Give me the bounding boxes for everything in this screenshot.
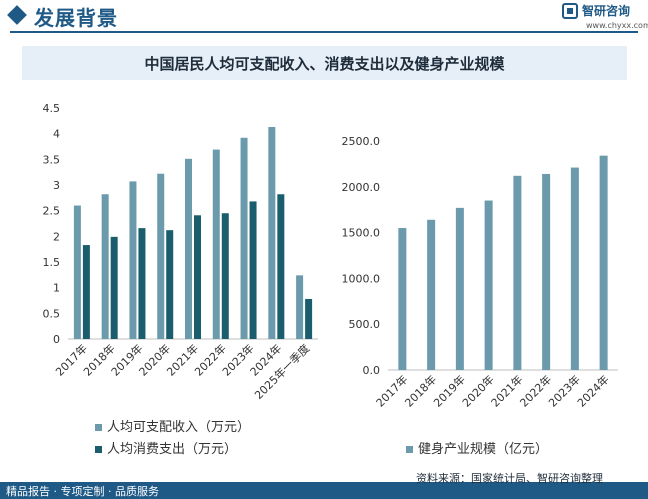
bar-健身产业规模亿元-2021年 — [513, 175, 522, 370]
y-tick-label: 0.0 — [363, 364, 381, 377]
bar-人均可支配收入万元-2021年 — [185, 158, 192, 339]
bar-人均消费支出万元-2022年 — [221, 213, 229, 339]
y-tick-label: 4 — [53, 128, 60, 141]
bar-健身产业规模亿元-2022年 — [542, 173, 551, 370]
bar-人均消费支出万元-2017年 — [82, 245, 90, 339]
y-tick-label: 1000.0 — [342, 272, 381, 285]
bar-人均可支配收入万元-2023年 — [240, 137, 248, 339]
section-title: 发展背景 — [34, 6, 118, 30]
y-tick-label: 0.5 — [43, 307, 61, 320]
y-tick-label: 1 — [53, 282, 60, 295]
legend-swatch — [406, 446, 413, 453]
legend-label: 人均消费支出（万元） — [107, 442, 237, 457]
bar-人均可支配收入万元-2020年 — [157, 173, 165, 339]
header: 发展背景 智研咨询 www.chyxx.com — [0, 0, 648, 34]
header-divider — [10, 31, 638, 33]
bar-人均可支配收入万元-2017年 — [73, 205, 81, 339]
bar-人均可支配收入万元-2025年一季度 — [296, 275, 304, 339]
y-tick-label: 2500.0 — [342, 135, 381, 148]
y-tick-label: 1500.0 — [342, 227, 381, 240]
legend-label: 健身产业规模（亿元） — [418, 441, 548, 457]
bar-健身产业规模亿元-2019年 — [455, 207, 464, 370]
income-spending-chart: 00.511.522.533.544.52017年2018年2019年2020年… — [43, 102, 318, 457]
chart-title: 中国居民人均可支配收入、消费支出以及健身产业规模 — [144, 55, 505, 73]
bar-人均消费支出万元-2018年 — [110, 236, 118, 339]
bar-人均消费支出万元-2024年 — [277, 194, 285, 339]
y-tick-label: 3 — [53, 179, 60, 192]
bar-健身产业规模亿元-2023年 — [570, 167, 579, 370]
bar-人均可支配收入万元-2019年 — [129, 181, 137, 339]
bar-人均可支配收入万元-2018年 — [101, 194, 109, 339]
y-tick-label: 2.5 — [43, 205, 61, 218]
y-tick-label: 500.0 — [349, 318, 381, 331]
bar-健身产业规模亿元-2017年 — [398, 228, 407, 370]
fitness-industry-chart: 0.0500.01000.01500.02000.02500.02017年201… — [342, 135, 618, 457]
brand-url: www.chyxx.com — [586, 21, 648, 30]
footer: 精品报告 · 专项定制 · 品质服务 资料来源：国家统计局、智研咨询整理 — [0, 470, 648, 499]
y-tick-label: 0 — [53, 333, 60, 346]
bar-健身产业规模亿元-2024年 — [599, 155, 608, 370]
bar-人均消费支出万元-2023年 — [249, 201, 257, 339]
bar-人均可支配收入万元-2022年 — [212, 149, 220, 339]
footer-slogan: 精品报告 · 专项定制 · 品质服务 — [6, 485, 159, 498]
x-tick-label: 2024年 — [574, 372, 611, 409]
bar-人均消费支出万元-2020年 — [166, 230, 174, 339]
y-tick-label: 1.5 — [43, 256, 61, 269]
y-tick-label: 3.5 — [43, 153, 61, 166]
bar-健身产业规模亿元-2020年 — [484, 200, 493, 370]
y-tick-label: 2000.0 — [342, 181, 381, 194]
bar-人均可支配收入万元-2024年 — [268, 126, 276, 339]
brand-name: 智研咨询 — [582, 4, 631, 18]
brand-logo-icon — [562, 3, 578, 19]
bar-人均消费支出万元-2021年 — [194, 215, 201, 339]
bar-人均消费支出万元-2019年 — [138, 228, 146, 339]
y-tick-label: 2 — [53, 230, 60, 243]
footer-band — [0, 482, 648, 499]
legend-swatch — [95, 446, 102, 453]
diamond-icon — [7, 5, 27, 25]
data-source: 资料来源：国家统计局、智研咨询整理 — [416, 472, 603, 485]
legend-label: 人均可支配收入（万元） — [107, 420, 250, 435]
bar-人均消费支出万元-2025年一季度 — [305, 298, 313, 339]
legend-swatch — [95, 424, 102, 431]
chart-title-band: 中国居民人均可支配收入、消费支出以及健身产业规模 — [22, 46, 627, 80]
bar-健身产业规模亿元-2018年 — [427, 219, 436, 370]
y-tick-label: 4.5 — [43, 102, 61, 115]
